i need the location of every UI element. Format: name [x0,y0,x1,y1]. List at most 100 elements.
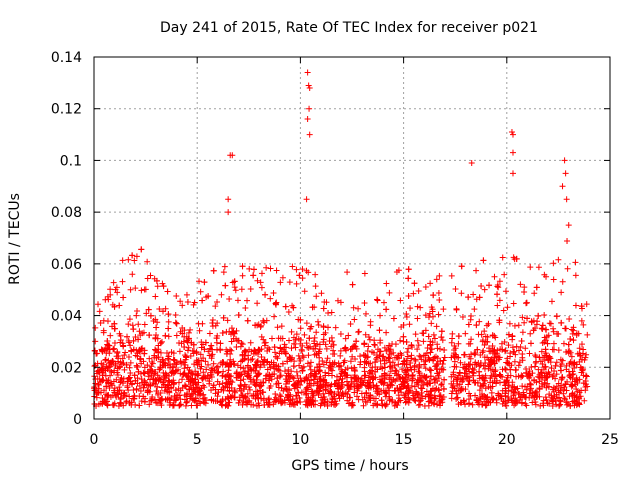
roti-point [395,352,402,359]
roti-point [275,366,282,373]
roti-point [239,392,246,399]
roti-point [186,386,193,393]
roti-point [304,360,311,367]
roti-point [239,352,246,359]
roti-point [156,305,163,312]
roti-point [563,387,570,394]
roti-point [377,357,384,364]
roti-point [550,398,557,405]
roti-point [478,283,485,290]
roti-point [274,324,281,331]
roti-point [365,343,372,350]
roti-point [457,387,464,394]
roti-point [481,392,488,399]
roti-point [474,397,481,404]
roti-point [341,370,348,377]
roti-point [517,281,524,288]
roti-point [192,395,199,402]
roti-point [235,337,242,344]
roti-point [153,399,160,406]
roti-point [562,325,569,332]
roti-point [573,374,580,381]
roti-point [479,401,486,408]
roti-point [408,355,415,362]
roti-point [136,328,143,335]
roti-point [329,395,336,402]
roti-point [132,377,139,384]
roti-point [118,374,125,381]
roti-point [401,379,408,386]
roti-point [417,353,424,360]
roti-point [519,383,526,390]
roti-point [405,275,412,282]
roti-point [162,332,169,339]
roti-point [578,356,585,363]
roti-point [367,384,374,391]
roti-point [289,396,296,403]
roti-point [465,294,472,301]
roti-point [509,333,516,340]
roti-point [344,269,351,276]
roti-point [330,347,337,354]
roti-point [106,342,113,349]
roti-point [353,338,360,345]
roti-point [177,401,184,408]
roti-point [250,377,257,384]
roti-point [241,381,248,388]
roti-point [154,372,161,379]
roti-point [172,312,179,319]
roti-point [355,328,362,335]
roti-point [191,299,198,306]
roti-point [535,373,542,380]
roti-point [395,361,402,368]
roti-point [353,393,360,400]
roti-point [547,320,554,327]
roti-point [526,380,533,387]
roti-point [434,355,441,362]
roti-point [351,316,358,323]
roti-point [337,352,344,359]
roti-point [424,345,431,352]
roti-point [263,264,270,271]
roti-point [209,320,216,327]
roti-point [300,354,307,361]
roti-point [528,319,535,326]
roti-point [361,270,368,277]
roti-point [542,346,549,353]
roti-point [567,374,574,381]
x-tick-label: 5 [193,432,202,448]
roti-point [562,396,569,403]
roti-point [157,364,164,371]
roti-point [333,400,340,407]
roti-point [117,379,124,386]
roti-point [543,384,550,391]
roti-point [545,332,552,339]
roti-point [321,394,328,401]
roti-point [469,365,476,372]
roti-point [171,357,178,364]
roti-point [519,329,526,336]
roti-point [152,335,159,342]
roti-point [252,322,259,329]
roti-point [506,320,513,327]
roti-point [284,358,291,365]
roti-point [133,312,140,319]
roti-point [132,285,139,292]
roti-point [557,356,564,363]
roti-point [430,292,437,299]
roti-point [450,378,457,385]
roti-point [472,359,479,366]
roti-point [116,330,123,337]
roti-point [257,361,264,368]
roti-point [556,402,563,409]
roti-point [350,304,357,311]
roti-point [519,314,526,321]
roti-point [438,334,445,341]
roti-point [539,340,546,347]
roti-point [103,363,110,370]
roti-point [236,371,243,378]
roti-point [165,311,172,318]
roti-point [532,353,539,360]
roti-point [397,297,404,304]
roti-point [126,364,133,371]
